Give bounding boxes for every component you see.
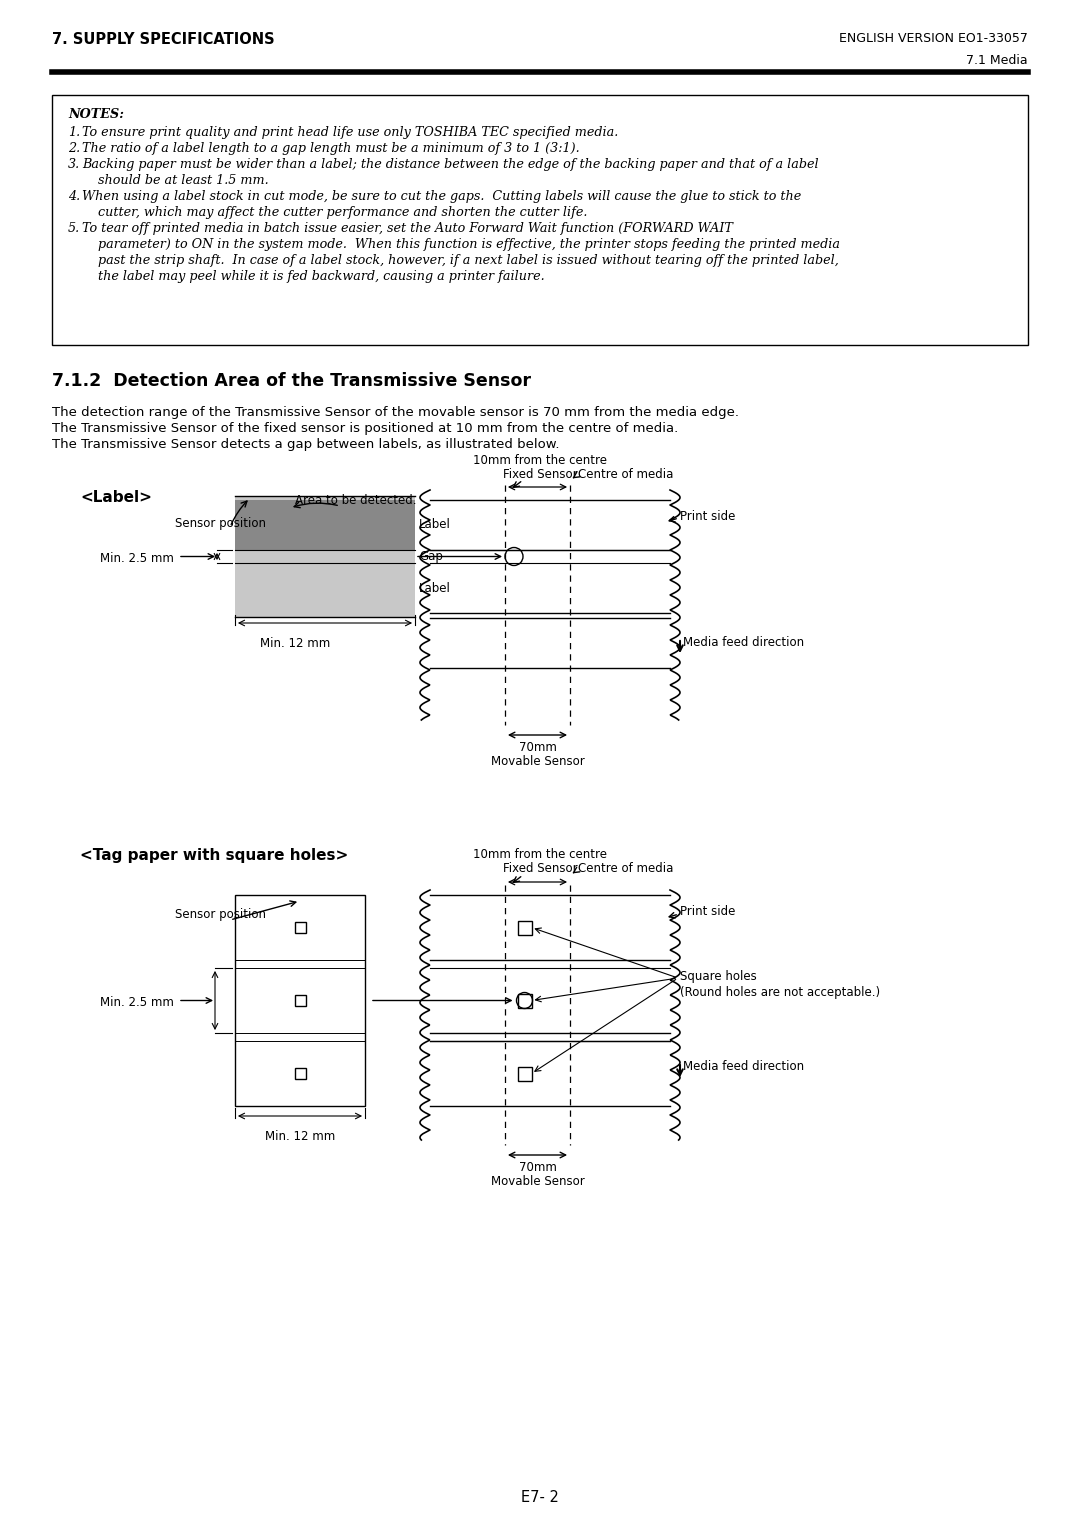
Text: 5.: 5. xyxy=(68,222,80,235)
Text: <Tag paper with square holes>: <Tag paper with square holes> xyxy=(80,848,348,863)
Text: past the strip shaft.  In case of a label stock, however, if a next label is iss: past the strip shaft. In case of a label… xyxy=(82,254,839,267)
Bar xyxy=(295,995,306,1005)
Text: E7- 2: E7- 2 xyxy=(521,1490,559,1505)
Text: 7. SUPPLY SPECIFICATIONS: 7. SUPPLY SPECIFICATIONS xyxy=(52,32,274,47)
Text: parameter) to ON in the system mode.  When this function is effective, the print: parameter) to ON in the system mode. Whe… xyxy=(82,238,840,251)
Text: Area to be detected.: Area to be detected. xyxy=(295,494,417,507)
Bar xyxy=(235,895,365,1106)
Text: Sensor position: Sensor position xyxy=(175,516,266,530)
Text: 70mm: 70mm xyxy=(518,741,556,753)
Text: NOTES:: NOTES: xyxy=(68,108,124,121)
Text: 3.: 3. xyxy=(68,157,80,171)
Text: Min. 2.5 mm: Min. 2.5 mm xyxy=(100,996,174,1008)
Text: Sensor position: Sensor position xyxy=(175,908,266,921)
Text: 1.: 1. xyxy=(68,125,80,139)
Text: Gap: Gap xyxy=(419,550,443,562)
Text: should be at least 1.5 mm.: should be at least 1.5 mm. xyxy=(82,174,269,186)
Text: Label: Label xyxy=(419,582,450,594)
Text: Print side: Print side xyxy=(680,510,735,523)
Bar xyxy=(235,497,415,617)
Text: Centre of media: Centre of media xyxy=(578,862,673,876)
Text: The ratio of a label length to a gap length must be a minimum of 3 to 1 (3:1).: The ratio of a label length to a gap len… xyxy=(82,142,580,154)
Text: ENGLISH VERSION EO1-33057: ENGLISH VERSION EO1-33057 xyxy=(839,32,1028,44)
Bar xyxy=(235,500,415,550)
Text: Square holes: Square holes xyxy=(680,970,757,983)
Text: Backing paper must be wider than a label; the distance between the edge of the b: Backing paper must be wider than a label… xyxy=(82,157,819,171)
Text: Label: Label xyxy=(419,518,450,532)
Text: The Transmissive Sensor detects a gap between labels, as illustrated below.: The Transmissive Sensor detects a gap be… xyxy=(52,439,559,451)
Text: Centre of media: Centre of media xyxy=(578,468,673,481)
Text: 2.: 2. xyxy=(68,142,80,154)
Text: When using a label stock in cut mode, be sure to cut the gaps.  Cutting labels w: When using a label stock in cut mode, be… xyxy=(82,189,801,203)
Bar xyxy=(295,1068,306,1079)
Bar xyxy=(517,993,531,1007)
Text: 70mm: 70mm xyxy=(518,1161,556,1174)
Text: Media feed direction: Media feed direction xyxy=(683,1060,805,1073)
Text: 10mm from the centre: 10mm from the centre xyxy=(473,848,607,860)
Bar xyxy=(517,920,531,935)
Text: To ensure print quality and print head life use only TOSHIBA TEC specified media: To ensure print quality and print head l… xyxy=(82,125,618,139)
Text: cutter, which may affect the cutter performance and shorten the cutter life.: cutter, which may affect the cutter perf… xyxy=(82,206,588,219)
Text: Fixed Sensor: Fixed Sensor xyxy=(502,468,578,481)
Text: To tear off printed media in batch issue easier, set the Auto Forward Wait funct: To tear off printed media in batch issue… xyxy=(82,222,733,235)
Text: Fixed Sensor: Fixed Sensor xyxy=(502,862,578,876)
Text: Movable Sensor: Movable Sensor xyxy=(490,755,584,769)
Text: The Transmissive Sensor of the fixed sensor is positioned at 10 mm from the cent: The Transmissive Sensor of the fixed sen… xyxy=(52,422,678,435)
Text: Min. 2.5 mm: Min. 2.5 mm xyxy=(100,552,174,565)
Bar xyxy=(52,95,1028,345)
Bar xyxy=(517,1067,531,1080)
Text: The detection range of the Transmissive Sensor of the movable sensor is 70 mm fr: The detection range of the Transmissive … xyxy=(52,406,739,419)
Text: (Round holes are not acceptable.): (Round holes are not acceptable.) xyxy=(680,986,880,999)
Text: 7.1.2  Detection Area of the Transmissive Sensor: 7.1.2 Detection Area of the Transmissive… xyxy=(52,371,531,390)
Text: <Label>: <Label> xyxy=(80,490,152,504)
Text: Print side: Print side xyxy=(680,905,735,918)
Text: 4.: 4. xyxy=(68,189,80,203)
Bar xyxy=(295,921,306,934)
Text: Min. 12 mm: Min. 12 mm xyxy=(265,1131,335,1143)
Text: the label may peel while it is fed backward, causing a printer failure.: the label may peel while it is fed backw… xyxy=(82,270,544,283)
Text: Min. 12 mm: Min. 12 mm xyxy=(260,637,330,649)
Text: 10mm from the centre: 10mm from the centre xyxy=(473,454,607,468)
Text: Movable Sensor: Movable Sensor xyxy=(490,1175,584,1187)
Text: 7.1 Media: 7.1 Media xyxy=(967,53,1028,67)
Text: Media feed direction: Media feed direction xyxy=(683,636,805,649)
